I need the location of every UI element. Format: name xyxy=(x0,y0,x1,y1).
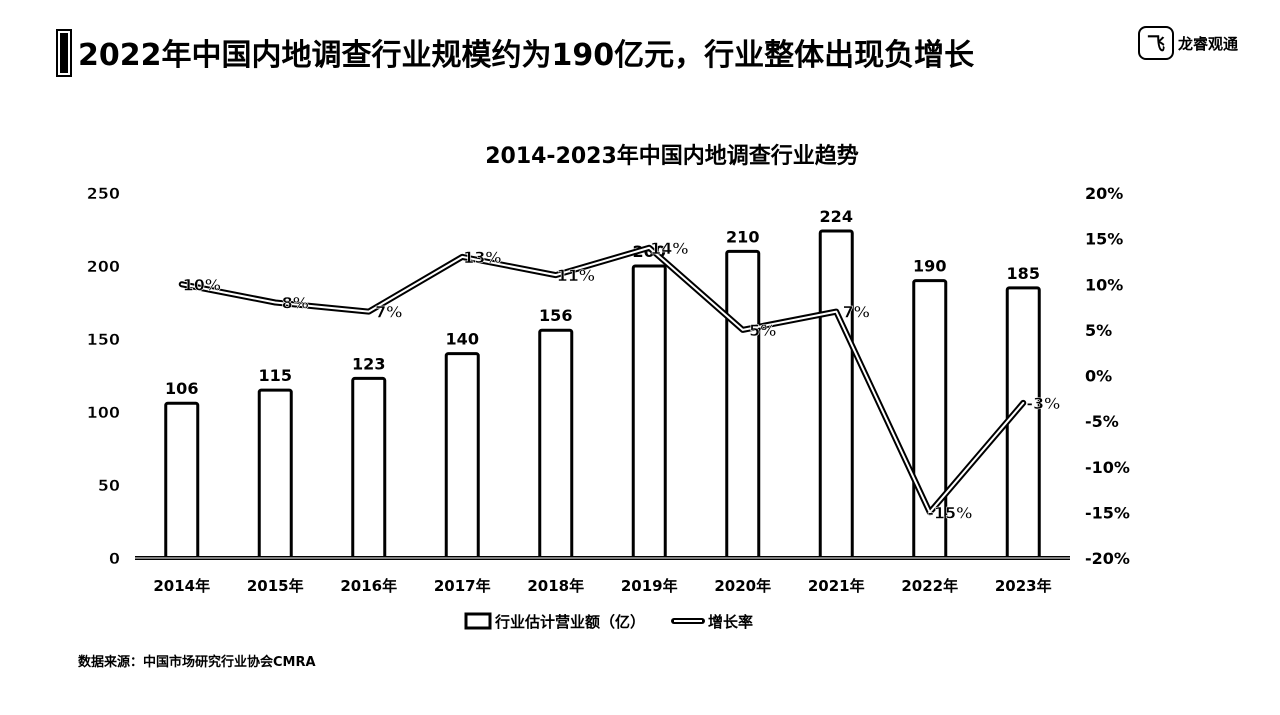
y-left-tick-label: 100 xyxy=(87,403,120,422)
y-axis-left: 0 50 100 150 200 250 xyxy=(86,184,120,569)
x-tick-label: 2023年 xyxy=(995,577,1052,595)
bar-data-label: 156 xyxy=(539,306,572,325)
y-left-tick-label: 250 xyxy=(87,184,120,203)
y-left-tick-label: 50 xyxy=(98,476,120,495)
growth-data-label: 7% xyxy=(375,303,402,322)
growth-data-label: -3% xyxy=(1026,394,1060,413)
bar xyxy=(725,249,761,560)
y-right-tick-label: -10% xyxy=(1085,458,1130,477)
x-axis-labels: 2014年 2015年 2016年 2017年 2018年 2019年 2020年 2021年… xyxy=(153,577,1051,595)
y-right-tick-label: -5% xyxy=(1085,412,1119,431)
growth-data-label: -15% xyxy=(927,503,972,522)
growth-data-label: 10% xyxy=(183,275,221,294)
y-axis-right: -20% -15% -10% -5% 0% 5% 10% 15% 20% xyxy=(1085,184,1130,568)
logo-mark-icon: 飞 xyxy=(1138,26,1174,60)
y-right-tick-label: 15% xyxy=(1085,230,1123,249)
bar xyxy=(444,352,480,560)
bar xyxy=(818,229,854,560)
growth-data-label: 13% xyxy=(463,248,501,267)
chart-title: 2014-2023年中国内地调查行业趋势 xyxy=(485,143,859,169)
x-tick-label: 2021年 xyxy=(808,577,865,595)
brand-logo: 飞 龙睿观通 xyxy=(1138,26,1238,60)
y-right-tick-label: 20% xyxy=(1085,184,1123,203)
x-tick-label: 2022年 xyxy=(901,577,958,595)
growth-line-outline xyxy=(178,244,1027,516)
growth-data-label: 5% xyxy=(749,321,776,340)
bar xyxy=(1005,286,1041,560)
growth-data-label: 11% xyxy=(557,266,595,285)
legend-bar-label: 行业估计营业额（亿） xyxy=(494,613,645,631)
title-accent-bar xyxy=(60,33,68,73)
y-right-tick-label: -15% xyxy=(1085,503,1130,522)
page-title: 2022年中国内地调查行业规模约为190亿元，行业整体出现负增长 xyxy=(78,38,975,73)
logo-text: 龙睿观通 xyxy=(1178,34,1239,53)
growth-line-series: 10% 8% 7% 13% 11% 14% 5% 7% -15% -3% xyxy=(178,238,1060,523)
x-tick-label: 2018年 xyxy=(527,577,584,595)
bar-data-label: 140 xyxy=(446,330,479,349)
y-left-tick-label: 200 xyxy=(87,257,120,276)
y-right-tick-label: 5% xyxy=(1085,321,1112,340)
bar-data-label: 106 xyxy=(165,379,198,398)
growth-line xyxy=(180,246,1025,514)
y-right-tick-label: -20% xyxy=(1085,549,1130,568)
chart-legend: 行业估计营业额（亿） 增长率 xyxy=(464,612,753,631)
data-source-note: 数据来源：中国市场研究行业协会CMRA xyxy=(78,655,316,670)
bar-data-label: 224 xyxy=(820,207,853,226)
bar xyxy=(257,388,293,560)
x-tick-label: 2016年 xyxy=(340,577,397,595)
growth-data-label: 7% xyxy=(843,303,870,322)
x-tick-label: 2017年 xyxy=(434,577,491,595)
y-left-tick-label: 150 xyxy=(87,330,120,349)
growth-data-label: 8% xyxy=(282,294,309,313)
bar xyxy=(351,376,387,560)
bar-data-label: 190 xyxy=(913,257,946,276)
y-right-tick-label: 0% xyxy=(1085,367,1112,386)
bar-data-label: 210 xyxy=(726,227,759,246)
bar-data-label: 115 xyxy=(259,366,292,385)
bar-data-label: 123 xyxy=(352,354,385,373)
bar xyxy=(631,264,667,560)
x-tick-label: 2019年 xyxy=(621,577,678,595)
legend-line-label: 增长率 xyxy=(708,613,753,631)
growth-data-label: 14% xyxy=(650,239,688,258)
x-tick-label: 2014年 xyxy=(153,577,210,595)
x-tick-label: 2020年 xyxy=(714,577,771,595)
y-left-tick-label: 0 xyxy=(109,549,120,568)
bar xyxy=(538,328,574,560)
x-tick-label: 2015年 xyxy=(247,577,304,595)
legend-bar-swatch xyxy=(464,612,492,630)
bar xyxy=(164,401,200,560)
bar-data-label: 185 xyxy=(1007,264,1040,283)
y-right-tick-label: 10% xyxy=(1085,275,1123,294)
